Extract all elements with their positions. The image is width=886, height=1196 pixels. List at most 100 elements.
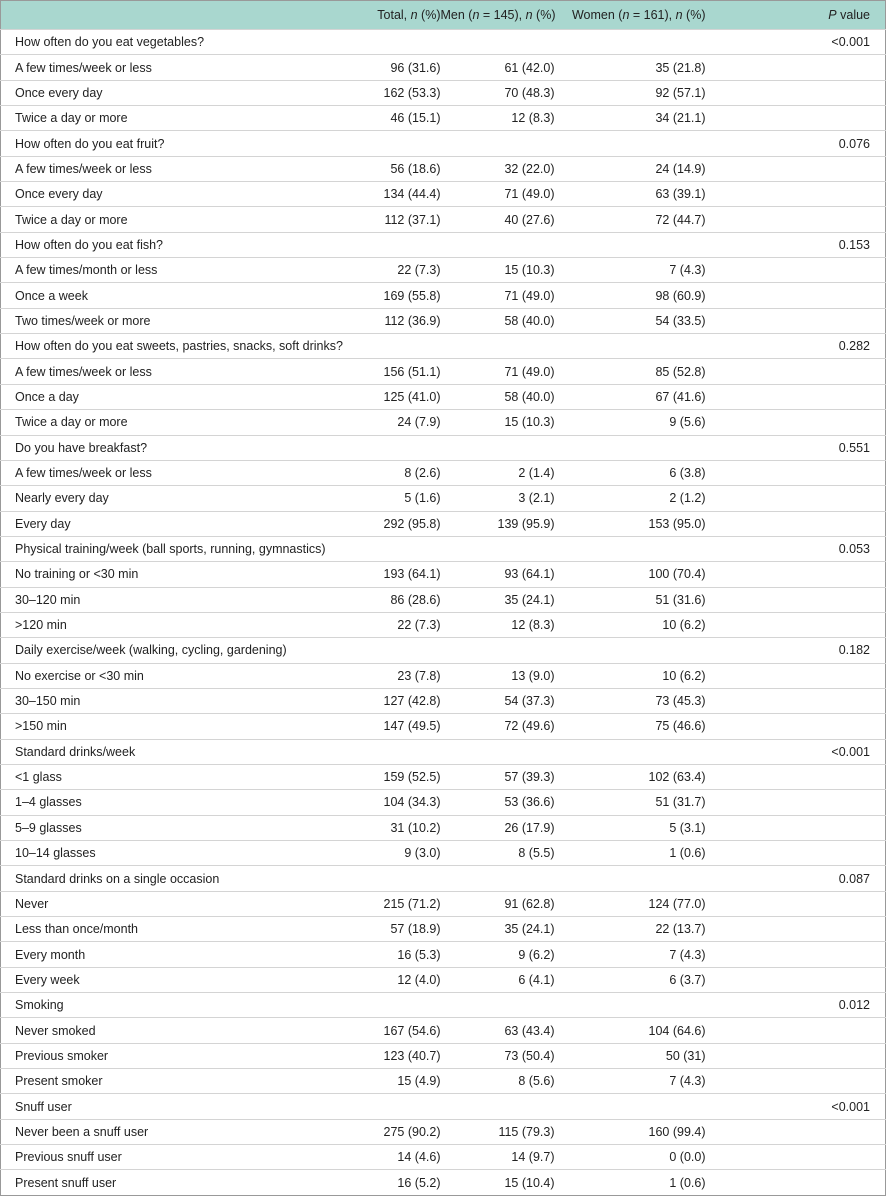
section-row: Smoking 0.012 xyxy=(0,992,886,1018)
count-cell: 34 (21.1) xyxy=(655,111,706,126)
answer-label: No training or <30 min xyxy=(15,567,139,582)
answer-label: A few times/week or less xyxy=(15,60,152,75)
count-cell: 215 (71.2) xyxy=(383,896,441,911)
question-cell: Physical training/week (ball sports, run… xyxy=(15,542,326,557)
header-text: Men ( xyxy=(440,8,473,22)
answer-label: 1–4 glasses xyxy=(15,795,82,810)
count-cell: 51 (31.6) xyxy=(655,592,706,607)
answer-label: Present smoker xyxy=(15,1074,103,1089)
answer-label: 10–14 glasses xyxy=(15,846,96,861)
header-text: n xyxy=(410,8,418,22)
empty-cell xyxy=(706,587,886,612)
empty-cell xyxy=(706,55,886,80)
header-cell: Men (n = 145), n (%) xyxy=(440,1,556,30)
section-row: How often do you eat sweets, pastries, s… xyxy=(0,333,886,359)
count-cell: 2 (1.2) xyxy=(669,491,706,506)
answer-row: Previous snuff user 14 (4.6) 14 (9.7) 0 (0.… xyxy=(0,1144,886,1170)
answer-label: 30–120 min xyxy=(15,592,81,607)
count-cell: 54 (33.5) xyxy=(655,313,706,328)
section-row: Daily exercise/week (walking, cycling, g… xyxy=(0,637,886,663)
answer-row: >120 min 22 (7.3) 12 (8.3) 10 (6.2) xyxy=(0,612,886,637)
answer-label: No exercise or <30 min xyxy=(15,668,144,683)
count-cell: 14 (9.7) xyxy=(511,1150,555,1165)
answer-row: Every month 16 (5.3) 9 (6.2) 7 (4.3) xyxy=(0,941,886,967)
answer-row: No exercise or <30 min 23 (7.8) 13 (9.0) 10… xyxy=(0,663,886,688)
question-cell: Snuff user xyxy=(15,1099,72,1114)
count-cell: 5 (1.6) xyxy=(404,491,441,506)
question-cell: Smoking xyxy=(15,998,64,1013)
empty-cell xyxy=(706,663,886,688)
count-cell: 8 (5.6) xyxy=(518,1074,555,1089)
answer-row: Never been a snuff user 275 (90.2) 115 (79… xyxy=(0,1119,886,1144)
count-cell: 160 (99.4) xyxy=(648,1124,706,1139)
empty-cell xyxy=(706,1043,886,1068)
answer-row: Twice a day or more 46 (15.1) 12 (8.3) 34 (… xyxy=(0,105,886,131)
count-cell: 35 (21.8) xyxy=(655,60,706,75)
section-row: Do you have breakfast? 0.551 xyxy=(0,435,886,460)
count-cell: 61 (42.0) xyxy=(504,60,555,75)
answer-row: Every day 292 (95.8) 139 (95.9) 153 (95.0) xyxy=(0,511,886,536)
count-cell: 35 (24.1) xyxy=(504,592,555,607)
answer-label: 30–150 min xyxy=(15,694,81,709)
header-text: Total, xyxy=(377,8,411,22)
count-cell: 100 (70.4) xyxy=(648,567,706,582)
answer-row: 10–14 glasses 9 (3.0) 8 (5.5) 1 (0.6) xyxy=(0,840,886,866)
empty-cell xyxy=(706,790,886,815)
count-cell: 2 (1.4) xyxy=(518,466,555,481)
header-cell xyxy=(1,1,331,30)
count-cell: 123 (40.7) xyxy=(383,1048,441,1063)
empty-cell xyxy=(706,182,886,207)
p-value-cell: 0.012 xyxy=(838,998,870,1013)
header-text: = 145), xyxy=(479,8,526,22)
section-row: How often do you eat vegetables? <0.001 xyxy=(0,29,886,55)
count-cell: 6 (3.7) xyxy=(669,972,706,987)
count-cell: 15 (10.3) xyxy=(504,415,555,430)
p-value-cell: <0.001 xyxy=(831,35,870,50)
empty-cell xyxy=(706,384,886,409)
count-cell: 12 (8.3) xyxy=(511,618,555,633)
answer-row: A few times/month or less 22 (7.3) 15 (10.… xyxy=(0,257,886,283)
count-cell: 9 (3.0) xyxy=(404,846,441,861)
count-cell: 127 (42.8) xyxy=(383,694,441,709)
section-row: How often do you eat fruit? 0.076 xyxy=(0,130,886,156)
header-text: P xyxy=(828,8,837,22)
count-cell: 70 (48.3) xyxy=(504,85,555,100)
answer-label: Every week xyxy=(15,972,80,987)
p-value-cell: 0.182 xyxy=(838,643,870,658)
p-value-cell: 0.053 xyxy=(838,542,870,557)
answer-row: No training or <30 min 193 (64.1) 93 (64.1… xyxy=(0,561,886,587)
empty-cell xyxy=(706,764,886,789)
question-cell: How often do you eat vegetables? xyxy=(15,35,205,50)
count-cell: 96 (31.6) xyxy=(390,60,441,75)
answer-row: Every week 12 (4.0) 6 (4.1) 6 (3.7) xyxy=(0,967,886,992)
count-cell: 75 (46.6) xyxy=(655,719,706,734)
count-cell: 134 (44.4) xyxy=(383,187,441,202)
answer-row: 5–9 glasses 31 (10.2) 26 (17.9) 5 (3.1) xyxy=(0,815,886,840)
count-cell: 71 (49.0) xyxy=(504,288,555,303)
count-cell: 1 (0.6) xyxy=(669,846,706,861)
count-cell: 167 (54.6) xyxy=(383,1023,441,1038)
answer-row: 1–4 glasses 104 (34.3) 53 (36.6) 51 (31.7) xyxy=(0,789,886,815)
count-cell: 93 (64.1) xyxy=(504,567,555,582)
count-cell: 6 (3.8) xyxy=(669,466,706,481)
answer-row: Once a week 169 (55.8) 71 (49.0) 98 (60.9) xyxy=(0,282,886,308)
empty-cell xyxy=(706,511,886,536)
count-cell: 10 (6.2) xyxy=(662,618,706,633)
count-cell: 56 (18.6) xyxy=(390,161,441,176)
answer-row: A few times/week or less 8 (2.6) 2 (1.4) 6 … xyxy=(0,460,886,485)
answer-label: Once a day xyxy=(15,389,79,404)
count-cell: 58 (40.0) xyxy=(504,389,555,404)
count-cell: 193 (64.1) xyxy=(383,567,441,582)
count-cell: 16 (5.2) xyxy=(397,1175,441,1190)
answer-row: Previous smoker 123 (40.7) 73 (50.4) 50 (31… xyxy=(0,1043,886,1068)
count-cell: 54 (37.3) xyxy=(504,694,555,709)
answer-label: Nearly every day xyxy=(15,491,109,506)
count-cell: 169 (55.8) xyxy=(383,288,441,303)
question-cell: Daily exercise/week (walking, cycling, g… xyxy=(15,643,287,658)
empty-cell xyxy=(706,359,886,384)
count-cell: 292 (95.8) xyxy=(383,516,441,531)
answer-row: >150 min 147 (49.5) 72 (49.6) 75 (46.6) xyxy=(0,713,886,739)
empty-cell xyxy=(706,612,886,637)
